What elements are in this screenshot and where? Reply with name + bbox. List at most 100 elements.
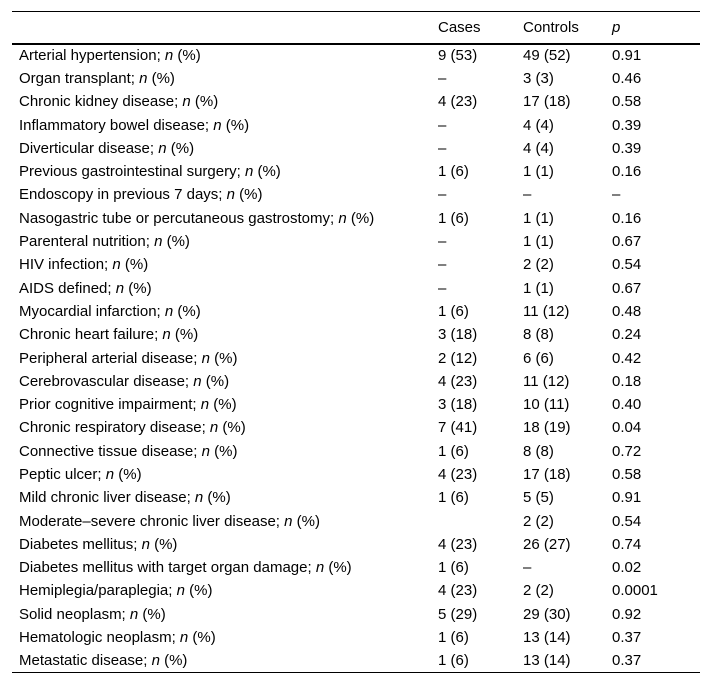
column-header-cases: Cases [438,11,523,45]
cell-p: 0.04 [612,419,642,437]
cell-cases: 1 (6) [438,442,469,460]
row-label: Mild chronic liver disease; n (%) [19,489,231,507]
cell-controls: 29 (30) [523,605,571,623]
cell-p: 0.54 [612,512,642,530]
cell-p: 0.0001 [612,582,658,600]
row-label: Diabetes mellitus with target organ dama… [19,559,352,577]
cell-controls: 49 (52) [523,47,571,65]
cell-cases: – [438,279,447,297]
cell-controls: 18 (19) [523,419,571,437]
cell-controls: 4 (4) [523,116,554,134]
cell-controls: 17 (18) [523,465,571,483]
table-row: Parenteral nutrition; n (%) – 1 (1) 0.67 [12,230,700,253]
table-row: Prior cognitive impairment; n (%) 3 (18) 1… [12,393,700,416]
table-row: Inflammatory bowel disease; n (%) – 4 (4) 0… [12,113,700,136]
row-label: Diverticular disease; n (%) [19,139,195,157]
cell-controls: 26 (27) [523,535,571,553]
cell-controls: 11 (12) [523,372,570,390]
row-label: Chronic kidney disease; n (%) [19,93,219,111]
table-row: Previous gastrointestinal surgery; n (%)… [12,160,700,183]
cell-p: 0.39 [612,139,642,157]
cell-p: – [612,186,621,204]
row-label: Metastatic disease; n (%) [19,652,188,670]
cell-p: 0.54 [612,256,642,274]
cell-cases: 2 (12) [438,349,478,367]
cell-cases: 4 (23) [438,465,478,483]
cell-p: 0.72 [612,442,642,460]
row-label: Moderate–severe chronic liver disease; n… [19,512,320,530]
row-label: Cerebrovascular disease; n (%) [19,372,230,390]
cell-p: 0.48 [612,302,642,320]
table-row: Chronic respiratory disease; n (%) 7 (41)… [12,416,700,439]
cell-p: 0.37 [612,629,642,647]
table-row: Moderate–severe chronic liver disease; n… [12,509,700,532]
cell-p: 0.24 [612,326,642,344]
cell-p: 0.02 [612,559,642,577]
table-body: Arterial hypertension; n (%) 9 (53) 49 (52… [12,44,700,673]
cell-cases: – [438,186,447,204]
row-label: Peptic ulcer; n (%) [19,465,142,483]
cell-cases: 1 (6) [438,629,469,647]
cell-cases: – [438,116,447,134]
row-label: Chronic heart failure; n (%) [19,326,199,344]
row-label: Myocardial infarction; n (%) [19,302,201,320]
cell-cases: 4 (23) [438,372,478,390]
cell-cases [438,509,523,532]
table-row: Diverticular disease; n (%) – 4 (4) 0.39 [12,137,700,160]
cell-controls: 4 (4) [523,139,554,157]
cell-cases: 1 (6) [438,302,469,320]
table-row: Myocardial infarction; n (%) 1 (6) 11 (12)… [12,300,700,323]
cell-cases: 1 (6) [438,652,469,670]
cell-cases: 3 (18) [438,396,478,414]
row-label: Prior cognitive impairment; n (%) [19,396,237,414]
cell-cases: 4 (23) [438,535,478,553]
cell-cases: 1 (6) [438,209,469,227]
row-label: Endoscopy in previous 7 days; n (%) [19,186,263,204]
cell-controls: – [523,186,532,204]
cell-controls: 3 (3) [523,69,554,87]
cell-p: 0.91 [612,47,642,65]
row-label: Inflammatory bowel disease; n (%) [19,116,250,134]
cell-p: 0.18 [612,372,642,390]
cell-controls: 17 (18) [523,93,571,111]
row-label: Hemiplegia/paraplegia; n (%) [19,582,213,600]
cell-cases: – [438,256,447,274]
row-label: Connective tissue disease; n (%) [19,442,238,460]
column-header-p: p [612,11,700,45]
cell-controls: 2 (2) [523,256,554,274]
cell-cases: 4 (23) [438,582,478,600]
cell-p: 0.67 [612,279,642,297]
cell-p: 0.67 [612,233,642,251]
row-label: Arterial hypertension; n (%) [19,47,201,65]
row-label: Nasogastric tube or percutaneous gastros… [19,209,375,227]
row-label: Chronic respiratory disease; n (%) [19,419,246,437]
table-row: Peptic ulcer; n (%) 4 (23) 17 (18) 0.58 [12,463,700,486]
table-row: AIDS defined; n (%) – 1 (1) 0.67 [12,276,700,299]
table-row: Peripheral arterial disease; n (%) 2 (12)… [12,346,700,369]
cell-p: 0.46 [612,69,642,87]
cell-p: 0.42 [612,349,642,367]
table-row: Mild chronic liver disease; n (%) 1 (6) 5 … [12,486,700,509]
cell-controls: 1 (1) [523,163,554,181]
header-row: Cases Controls p [12,11,700,45]
table-row: Solid neoplasm; n (%) 5 (29) 29 (30) 0.92 [12,603,700,626]
table-row: Nasogastric tube or percutaneous gastros… [12,207,700,230]
cell-p: 0.92 [612,605,642,623]
cell-controls: 2 (2) [523,582,554,600]
cell-cases: 7 (41) [438,419,478,437]
cell-p: 0.58 [612,93,642,111]
cell-cases: – [438,139,447,157]
cell-controls: 1 (1) [523,209,554,227]
table-row: Diabetes mellitus; n (%) 4 (23) 26 (27) 0.7… [12,533,700,556]
column-header-controls: Controls [523,11,612,45]
cell-cases: 9 (53) [438,47,478,65]
row-label: Parenteral nutrition; n (%) [19,233,190,251]
table-row: Endoscopy in previous 7 days; n (%) – – – [12,183,700,206]
table-row: Hematologic neoplasm; n (%) 1 (6) 13 (14) 0… [12,626,700,649]
cell-controls: 1 (1) [523,233,554,251]
cell-p: 0.58 [612,465,642,483]
table-row: Cerebrovascular disease; n (%) 4 (23) 11 (… [12,370,700,393]
cell-p: 0.39 [612,116,642,134]
row-label: AIDS defined; n (%) [19,279,152,297]
